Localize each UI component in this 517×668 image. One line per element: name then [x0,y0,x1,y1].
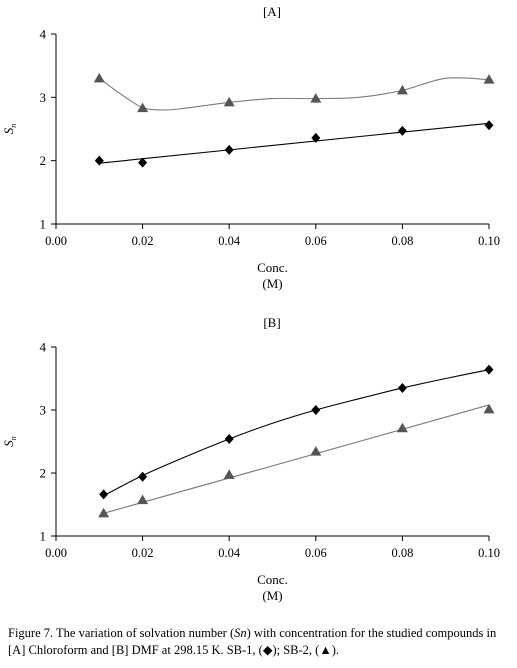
y-tick-label: 1 [40,529,47,544]
x-tick-label: 0.06 [305,546,327,560]
series-1-point [99,489,109,500]
y-tick-label: 2 [40,466,47,481]
panel-label: [B] [263,315,280,330]
y-tick-label: 3 [40,90,47,105]
x-axis-unit: (M) [262,276,282,291]
x-tick-label: 0.02 [132,546,154,560]
triangle-symbol-icon: ▲ [319,643,332,657]
series-1-point [397,125,407,136]
series-2-point [223,469,235,479]
series-2-point [483,74,495,84]
y-tick-label: 2 [40,153,47,168]
series-1-fit-line [99,122,490,164]
caption-line-2: [A] Chloroform and [B] DMF at 298.15 K. … [8,643,340,657]
series-2-point [483,403,495,414]
series-1-point [311,405,321,415]
series-1-point [224,144,234,155]
series-2-point [137,494,149,505]
chart-a: [A] 1 2 3 4 0.00 0.02 0.04 0.06 0.08 0.10 Conc.(M) S… [1,4,500,291]
chart-b: [B] 1 2 3 4 0.00 0.02 0.04 0.06 0.08 0.10 Conc.(M) S… [1,315,500,603]
series-2-point [396,422,408,433]
y-tick-label: 4 [40,27,47,42]
caption-line-1: Figure 7. The variation of solvation num… [8,626,497,640]
x-tick-label: 0.00 [45,234,67,248]
panel-label: [A] [263,4,281,19]
y-axis-label: Sn [1,436,18,447]
series-2-point [310,446,322,456]
y-tick-label: 4 [40,340,47,355]
figure-caption: Figure 7. The variation of solvation num… [8,625,513,659]
series-2-point [98,507,110,518]
y-tick-label: 1 [40,217,47,232]
y-axis-label: Sn [1,124,18,135]
x-tick-label: 0.08 [391,234,413,248]
series-2-point [396,84,408,95]
x-axis-label: Conc. [257,572,288,587]
x-tick-label: 0.10 [478,546,500,560]
series-1-point [484,364,494,375]
x-tick-label: 0.04 [218,234,241,248]
series-1-point [311,132,321,143]
x-axis-label: Conc. [257,260,288,275]
series-1-fit-line [103,369,490,497]
series-1-point [224,433,234,444]
x-tick-label: 0.00 [45,546,67,560]
series-2-point [137,102,149,113]
series-2-fit-line [103,404,490,514]
x-tick-label: 0.08 [391,546,413,560]
x-tick-label: 0.02 [132,234,154,248]
caption-sn: Sn [234,626,247,640]
series-1-point [484,120,494,131]
series-1-point [138,471,148,482]
y-tick-label: 3 [40,403,47,418]
series-1-point [94,155,104,166]
x-tick-label: 0.10 [478,234,500,248]
series-2-point [223,96,235,107]
series-1-point [397,382,407,393]
x-axis-unit: (M) [262,588,282,603]
x-tick-label: 0.06 [305,234,327,248]
series-2-fit-line [98,77,490,111]
series-1-point [138,157,148,168]
diamond-symbol-icon: ◆ [262,643,273,657]
x-tick-label: 0.04 [218,546,241,560]
series-2-point [310,93,322,103]
series-2-point [93,72,105,83]
